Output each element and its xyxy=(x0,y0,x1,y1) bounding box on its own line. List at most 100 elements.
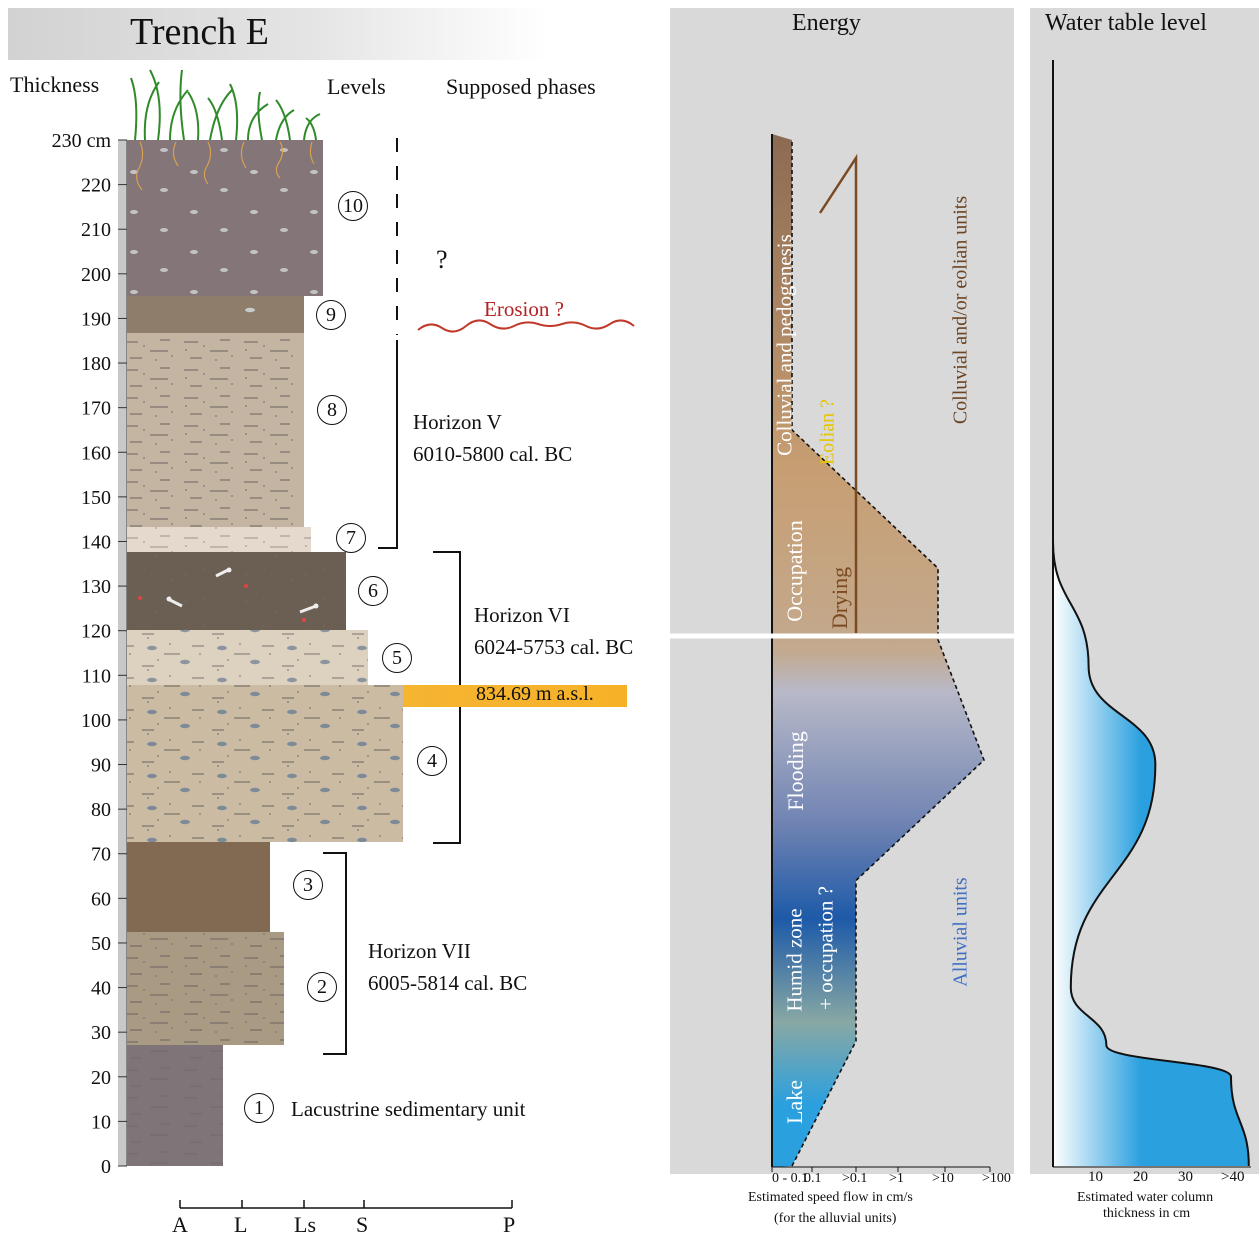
horizon-vii-bracket xyxy=(323,852,347,1055)
phase-drying: Drying xyxy=(827,566,852,630)
depth-tick-label: 170 xyxy=(81,398,111,420)
level-6-marker: 6 xyxy=(358,576,388,606)
horizon-vii-name: Horizon VII xyxy=(368,939,471,963)
levels-header: Levels xyxy=(327,74,386,99)
layer-6-texture xyxy=(127,552,346,630)
phase-occupation: Occupation xyxy=(782,520,807,622)
level-9-marker: 9 xyxy=(316,300,346,330)
level-3-marker: 3 xyxy=(293,870,323,900)
depth-tick-label: 180 xyxy=(81,353,111,375)
level-8-marker: 8 xyxy=(317,395,347,425)
energy-profile-line xyxy=(791,140,985,1167)
energy-caption-line1: Estimated speed flow in cm/s xyxy=(748,1190,913,1205)
depth-tick-label: 30 xyxy=(91,1022,111,1044)
layer-3 xyxy=(127,842,270,932)
roots xyxy=(136,141,315,191)
title-bar xyxy=(8,8,548,60)
depth-tick-label: 230 cm xyxy=(52,130,112,152)
depth-tick-label: 90 xyxy=(91,755,111,777)
energy-tick-4: >10 xyxy=(932,1171,954,1186)
layer-8-texture xyxy=(127,333,304,527)
level-10-marker: 10 xyxy=(338,191,368,221)
horizon-vii-dates: 6005-5814 cal. BC xyxy=(368,971,528,995)
energy-chart xyxy=(670,8,1014,1174)
energy-tick-1: 0.1 xyxy=(804,1171,822,1186)
thickness-header: Thickness xyxy=(10,72,100,97)
depth-tick-label: 140 xyxy=(81,531,111,553)
depth-tick-label: 100 xyxy=(81,710,111,732)
phase-flooding: Flooding xyxy=(783,731,808,811)
layer-10-texture xyxy=(127,140,323,296)
level-1-marker: 1 xyxy=(244,1093,274,1123)
phase-eolian: Eolian ? xyxy=(816,398,839,466)
horizon-vi-name: Horizon VI xyxy=(474,603,570,627)
horizon-v-bracket xyxy=(378,340,398,549)
layer-4-texture xyxy=(127,685,403,842)
depth-tick-label: 80 xyxy=(91,799,111,821)
erosion-label: Erosion ? xyxy=(484,297,564,321)
water-area xyxy=(1053,541,1249,1166)
layer-1-texture xyxy=(127,1045,223,1166)
level-5-marker: 5 xyxy=(382,643,412,673)
diagram-title: Trench E xyxy=(130,11,269,53)
unit-colluvial-eolian: Colluvial and/or eolian units xyxy=(949,195,972,425)
horizon-v-dates: 6010-5800 cal. BC xyxy=(413,442,573,466)
water-tick-10: 10 xyxy=(1088,1169,1103,1185)
depth-tick-label: 150 xyxy=(81,487,111,509)
energy-tick-2: >0.1 xyxy=(842,1171,868,1186)
energy-tick-0: 0 - 0.1 xyxy=(772,1171,809,1186)
texture-label-a: A xyxy=(172,1212,188,1237)
phase-lake: Lake xyxy=(782,1080,807,1124)
level-2-marker: 2 xyxy=(307,972,337,1002)
depth-tick-label: 190 xyxy=(81,308,111,330)
altitude-label: 834.69 m a.s.l. xyxy=(476,683,594,705)
phase-colluvial: Colluvial and pedogenesis xyxy=(772,234,797,456)
texture-label-ls: Ls xyxy=(294,1212,316,1237)
phases-header: Supposed phases xyxy=(446,74,596,99)
water-caption-line1: Estimated water column xyxy=(1077,1190,1214,1205)
layer-9 xyxy=(127,296,304,333)
depth-tick-label: 130 xyxy=(81,576,111,598)
horizon-v-name: Horizon V xyxy=(413,410,502,434)
layer-5-texture xyxy=(127,630,368,685)
energy-area xyxy=(772,134,984,1167)
energy-tick-3: >1 xyxy=(889,1171,904,1186)
depth-tick-label: 0 xyxy=(101,1156,111,1178)
level-7-marker: 7 xyxy=(336,523,366,553)
energy-header: Energy xyxy=(792,10,861,36)
water-profile-line xyxy=(1052,541,1250,1167)
water-tick-30: 30 xyxy=(1178,1169,1193,1185)
stratigraphic-column: 230 cm2202102001901801701601501401301201… xyxy=(52,69,635,1209)
depth-tick-label: 20 xyxy=(91,1067,111,1089)
altitude-band xyxy=(403,685,627,707)
horizon-vi-dates: 6024-5753 cal. BC xyxy=(474,635,634,659)
depth-tick-label: 10 xyxy=(91,1111,111,1133)
texture-label-p: P xyxy=(503,1212,516,1237)
drying-line xyxy=(818,153,858,633)
depth-tick-label: 60 xyxy=(91,888,111,910)
energy-tick-5: >100 xyxy=(982,1171,1011,1186)
water-tick-40: >40 xyxy=(1221,1169,1245,1185)
depth-tick-label: 50 xyxy=(91,933,111,955)
depth-axis-strip xyxy=(118,140,127,1166)
depth-tick-label: 40 xyxy=(91,978,111,1000)
bone-fragments xyxy=(138,567,319,622)
texture-label-l: L xyxy=(234,1212,248,1237)
depth-tick-label: 110 xyxy=(82,665,111,687)
water-table-chart xyxy=(1030,8,1259,1174)
lacustrine-label: Lacustrine sedimentary unit xyxy=(291,1097,526,1121)
depth-tick-label: 160 xyxy=(81,442,111,464)
depth-tick-label: 70 xyxy=(91,844,111,866)
unknown-phase-mark: ? xyxy=(436,245,448,274)
layer-7-texture xyxy=(127,527,311,552)
grass-icon xyxy=(130,69,321,141)
level-4-marker: 4 xyxy=(417,746,447,776)
phase-occupation-q: + occupation ? xyxy=(813,886,838,1010)
water-tick-20: 20 xyxy=(1133,1169,1148,1185)
water-header: Water table level xyxy=(1045,10,1207,36)
depth-tick-label: 120 xyxy=(81,621,111,643)
unit-alluvial: Alluvial units xyxy=(949,877,972,987)
layer-9-stone xyxy=(245,307,255,313)
phase-humid-zone: Humid zone xyxy=(782,908,807,1012)
depth-tick-label: 220 xyxy=(81,175,111,197)
